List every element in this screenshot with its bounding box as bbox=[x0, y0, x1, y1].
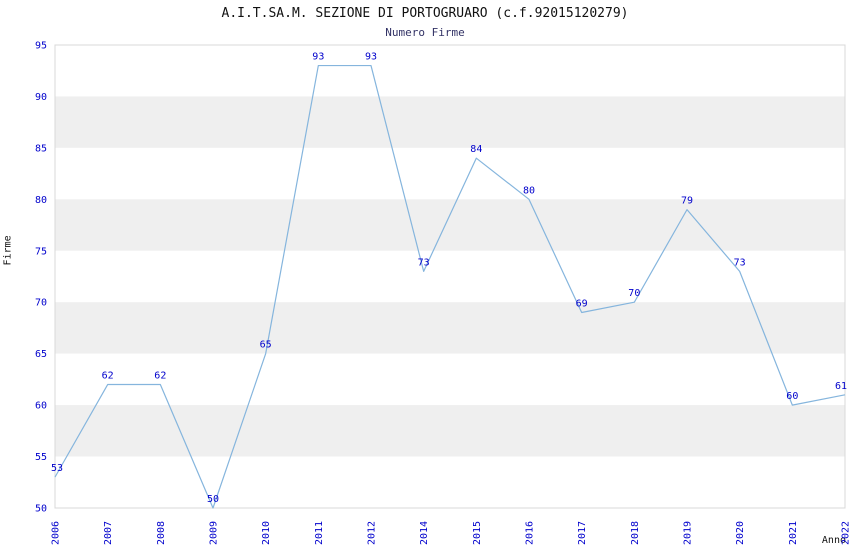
svg-text:2012: 2012 bbox=[367, 521, 378, 545]
svg-text:2008: 2008 bbox=[156, 521, 167, 545]
svg-text:75: 75 bbox=[35, 246, 47, 257]
data-label: 93 bbox=[312, 52, 324, 63]
svg-text:2006: 2006 bbox=[51, 521, 62, 545]
svg-text:2017: 2017 bbox=[577, 521, 588, 545]
data-label: 73 bbox=[734, 257, 746, 268]
svg-text:80: 80 bbox=[35, 195, 47, 206]
svg-text:70: 70 bbox=[35, 298, 47, 309]
svg-text:2021: 2021 bbox=[788, 521, 799, 545]
data-label: 62 bbox=[154, 371, 166, 382]
svg-text:2018: 2018 bbox=[630, 521, 641, 545]
svg-text:2009: 2009 bbox=[209, 521, 220, 545]
svg-text:90: 90 bbox=[35, 92, 47, 103]
svg-text:2019: 2019 bbox=[683, 521, 694, 545]
data-label: 65 bbox=[260, 340, 272, 351]
data-label: 69 bbox=[576, 299, 588, 310]
data-label: 93 bbox=[365, 52, 377, 63]
svg-text:60: 60 bbox=[35, 401, 47, 412]
chart-title: A.I.T.SA.M. SEZIONE DI PORTOGRUARO (c.f.… bbox=[221, 6, 629, 21]
svg-text:2016: 2016 bbox=[525, 521, 536, 545]
data-label: 80 bbox=[523, 185, 535, 196]
data-label: 61 bbox=[835, 381, 847, 392]
svg-text:2022: 2022 bbox=[841, 521, 850, 545]
data-label: 84 bbox=[470, 144, 482, 155]
svg-text:2011: 2011 bbox=[314, 521, 325, 545]
svg-text:2014: 2014 bbox=[419, 521, 430, 545]
data-label: 79 bbox=[681, 196, 693, 207]
chart-subtitle: Numero Firme bbox=[385, 26, 465, 39]
svg-text:95: 95 bbox=[35, 41, 47, 52]
data-label: 53 bbox=[51, 463, 63, 474]
data-label: 60 bbox=[786, 391, 798, 402]
svg-text:2010: 2010 bbox=[261, 521, 272, 545]
svg-text:2007: 2007 bbox=[103, 521, 114, 545]
x-axis-label: Anno bbox=[821, 535, 846, 546]
data-label: 62 bbox=[102, 371, 114, 382]
svg-text:65: 65 bbox=[35, 349, 47, 360]
svg-text:2015: 2015 bbox=[472, 521, 483, 545]
svg-text:2020: 2020 bbox=[735, 521, 746, 545]
svg-text:50: 50 bbox=[35, 504, 47, 515]
data-label: 50 bbox=[207, 494, 219, 505]
svg-text:55: 55 bbox=[35, 452, 47, 463]
data-label: 70 bbox=[628, 288, 640, 299]
svg-text:85: 85 bbox=[35, 143, 47, 154]
data-label: 73 bbox=[418, 257, 430, 268]
